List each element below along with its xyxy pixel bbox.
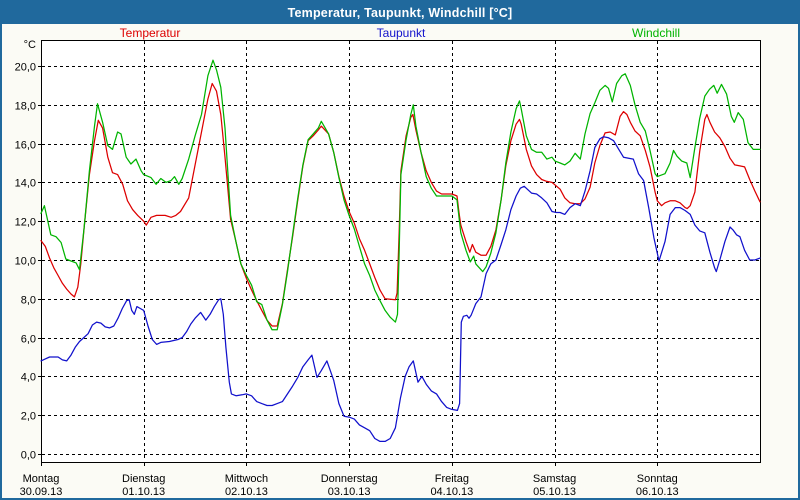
day-name-label: Freitag [435,473,469,485]
series-line-windchill [40,59,761,331]
day-name-label: Sonntag [637,473,678,485]
window-title: Temperatur, Taupunkt, Windchill [°C] [287,6,513,20]
y-tick-label: 16,0 [15,140,36,152]
day-name-label: Donnerstag [321,473,378,485]
day-name-label: Montag [23,473,60,485]
series-line-taupunkt [40,136,761,443]
day-date-label: 05.10.13 [533,486,576,498]
day-date-label: 02.10.13 [225,486,268,498]
day-name-label: Samstag [533,473,576,485]
day-name-label: Mittwoch [225,473,268,485]
plot-border [41,40,761,463]
day-name-label: Dienstag [122,473,165,485]
day-date-label: 01.10.13 [122,486,165,498]
y-tick-label: 2,0 [21,411,36,423]
y-tick-label: 20,0 [15,62,36,74]
day-date-label: 30.09.13 [20,486,63,498]
legend-label-windchill: Windchill [631,26,681,40]
legend-label-temperatur: Temperatur [119,26,181,40]
y-tick-label: 4,0 [21,372,36,384]
y-tick-label: 14,0 [15,178,36,190]
y-axis-unit-label: °C [24,39,36,51]
series-line-temperatur [40,82,761,327]
legend-label-taupunkt: Taupunkt [376,26,426,40]
y-tick-label: 8,0 [21,295,36,307]
plot-background [41,40,760,462]
y-tick-label: 18,0 [15,101,36,113]
day-date-label: 04.10.13 [430,486,473,498]
y-tick-label: 12,0 [15,217,36,229]
y-tick-label: 0,0 [21,450,36,462]
title-bar: Temperatur, Taupunkt, Windchill [°C] [2,2,798,24]
day-date-label: 06.10.13 [636,486,679,498]
y-tick-label: 10,0 [15,256,36,268]
day-date-label: 03.10.13 [328,486,371,498]
y-tick-label: 6,0 [21,334,36,346]
